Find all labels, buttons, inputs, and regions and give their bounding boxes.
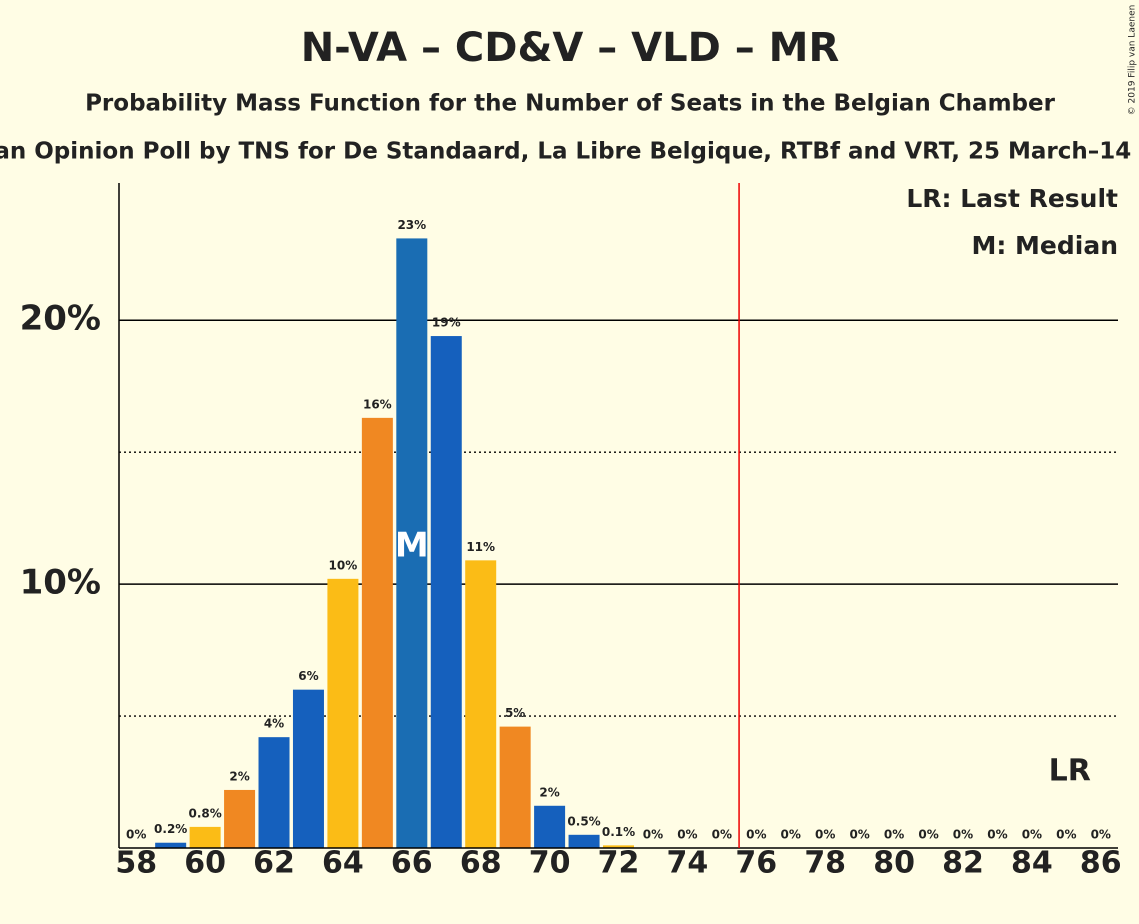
value-label: 2% [539, 785, 559, 799]
bar [602, 845, 635, 848]
x-tick-label: 70 [529, 846, 571, 881]
bar [327, 578, 359, 848]
value-label: 0.8% [188, 806, 221, 820]
value-label: 0% [884, 828, 904, 842]
x-tick-label: 76 [735, 846, 777, 881]
y-tick-label: 20% [20, 299, 101, 339]
value-label: 0% [643, 828, 663, 842]
value-label: 0.5% [567, 814, 600, 828]
value-label: 0% [1022, 828, 1042, 842]
last-result-label: LR [1049, 754, 1091, 789]
x-tick-label: 60 [184, 846, 226, 881]
value-label: 0% [918, 828, 938, 842]
x-tick-label: 62 [253, 846, 295, 881]
bar [568, 834, 600, 848]
value-label: 5% [505, 706, 525, 720]
value-label: 0% [712, 828, 732, 842]
x-tick-label: 86 [1080, 846, 1122, 881]
value-label: 0% [746, 828, 766, 842]
bar [361, 417, 393, 848]
value-label: 10% [329, 558, 358, 572]
value-label: 0% [953, 828, 973, 842]
value-label: 6% [298, 669, 318, 683]
x-tick-label: 64 [322, 846, 364, 881]
value-label: 2% [229, 769, 249, 783]
bar [258, 737, 290, 848]
value-label: 0% [126, 828, 146, 842]
bar [499, 726, 531, 848]
x-tick-label: 78 [804, 846, 846, 881]
value-label: 0.2% [154, 822, 187, 836]
value-label: 0% [849, 828, 869, 842]
value-label: 0% [781, 828, 801, 842]
bar [224, 789, 256, 848]
value-label: 0.1% [602, 825, 635, 839]
y-tick-label: 10% [20, 563, 101, 603]
value-label: 23% [397, 218, 426, 232]
legend-entry: LR: Last Result [906, 184, 1118, 213]
value-label: 0% [677, 828, 697, 842]
value-label: 0% [1091, 828, 1111, 842]
bar [189, 826, 221, 848]
value-label: 0% [1056, 828, 1076, 842]
value-label: 19% [432, 316, 461, 330]
chart-caption: Based on an Opinion Poll by TNS for De S… [0, 139, 1139, 165]
chart-subtitle: Probability Mass Function for the Number… [85, 91, 1056, 117]
x-tick-label: 66 [391, 846, 433, 881]
value-label: 11% [466, 540, 495, 554]
legend-entry: M: Median [971, 231, 1118, 260]
chart-title: N-VA – CD&V – VLD – MR [301, 25, 840, 71]
bar [534, 805, 566, 848]
x-tick-label: 80 [873, 846, 915, 881]
copyright: © 2019 Filip van Laenen [1128, 5, 1138, 116]
value-label: 0% [815, 828, 835, 842]
x-tick-label: 82 [942, 846, 984, 881]
x-tick-label: 72 [598, 846, 640, 881]
median-label: M [395, 526, 429, 566]
bar [465, 560, 497, 848]
x-tick-label: 58 [115, 846, 157, 881]
value-label: 16% [363, 397, 392, 411]
value-label: 4% [264, 717, 284, 731]
bar [155, 842, 187, 848]
x-tick-label: 84 [1011, 846, 1053, 881]
x-tick-label: 74 [667, 846, 709, 881]
bar [292, 689, 324, 848]
x-tick-label: 68 [460, 846, 502, 881]
value-label: 0% [987, 828, 1007, 842]
bar [430, 336, 462, 848]
bar [396, 238, 428, 848]
